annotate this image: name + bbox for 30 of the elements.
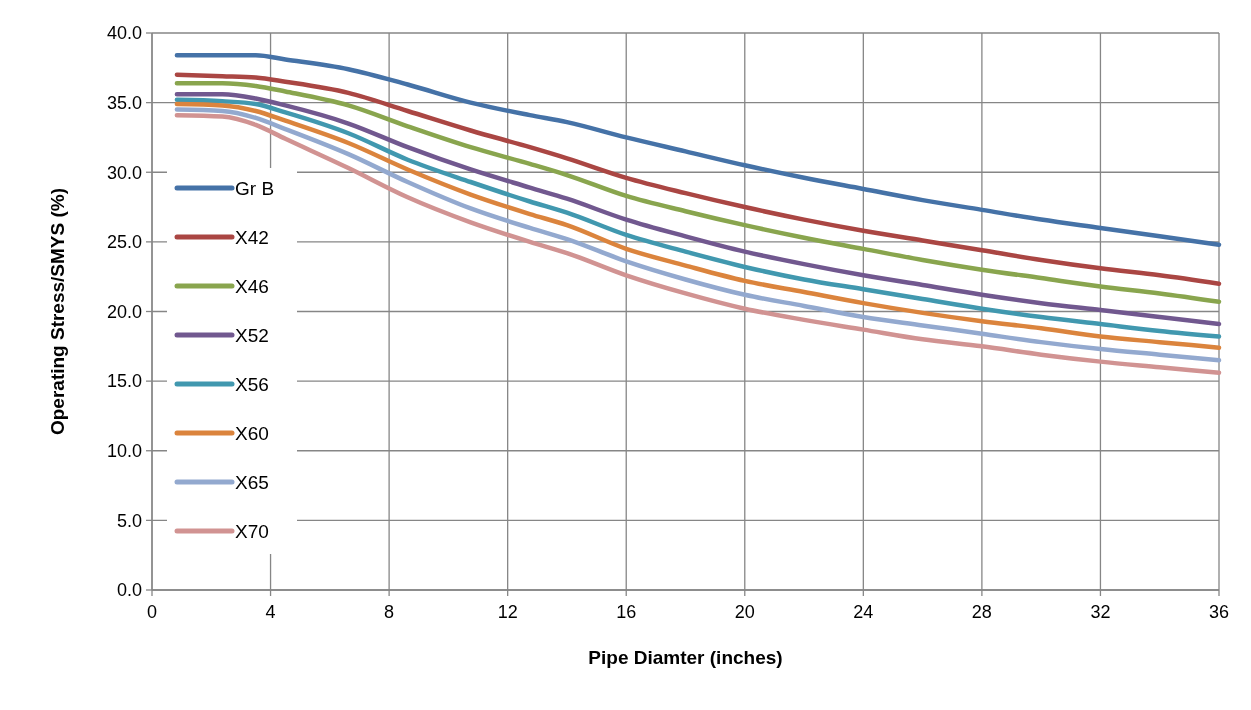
legend-label: X60 bbox=[235, 422, 269, 444]
y-tick-label: 35.0 bbox=[106, 92, 142, 113]
x-tick-label: 36 bbox=[1208, 602, 1230, 622]
x-tick-label: 4 bbox=[265, 602, 276, 622]
y-tick-label: 30.0 bbox=[106, 162, 142, 183]
x-axis-title: Pipe Diamter (inches) bbox=[588, 647, 783, 668]
legend-label: X42 bbox=[235, 226, 269, 248]
y-tick-label: 10.0 bbox=[106, 441, 142, 462]
legend-label: X56 bbox=[235, 373, 269, 395]
legend-label: X70 bbox=[235, 520, 269, 542]
x-tick-label: 12 bbox=[497, 602, 518, 622]
y-tick-label: 25.0 bbox=[106, 232, 142, 253]
legend-label: Gr B bbox=[235, 177, 275, 199]
legend-label: X52 bbox=[235, 324, 269, 346]
x-tick-label: 24 bbox=[853, 602, 874, 622]
line-series bbox=[174, 53, 1222, 247]
legend-label: X46 bbox=[235, 275, 269, 297]
y-axis-title: Operating Stress/SMYS (%) bbox=[47, 187, 68, 436]
x-tick-label: 20 bbox=[734, 602, 755, 622]
x-tick-label: 8 bbox=[384, 602, 395, 622]
y-tick-label: 40.0 bbox=[106, 23, 142, 44]
x-tick-label: 32 bbox=[1090, 602, 1111, 622]
y-tick-label: 15.0 bbox=[106, 371, 142, 392]
x-tick-label: 0 bbox=[146, 602, 158, 622]
y-tick-label: 5.0 bbox=[116, 510, 142, 531]
x-tick-label: 28 bbox=[971, 602, 992, 622]
legend-label: X65 bbox=[235, 471, 269, 493]
y-tick-label: 0.0 bbox=[116, 580, 142, 601]
x-tick-label: 16 bbox=[616, 602, 637, 622]
y-tick-label: 20.0 bbox=[106, 301, 142, 322]
